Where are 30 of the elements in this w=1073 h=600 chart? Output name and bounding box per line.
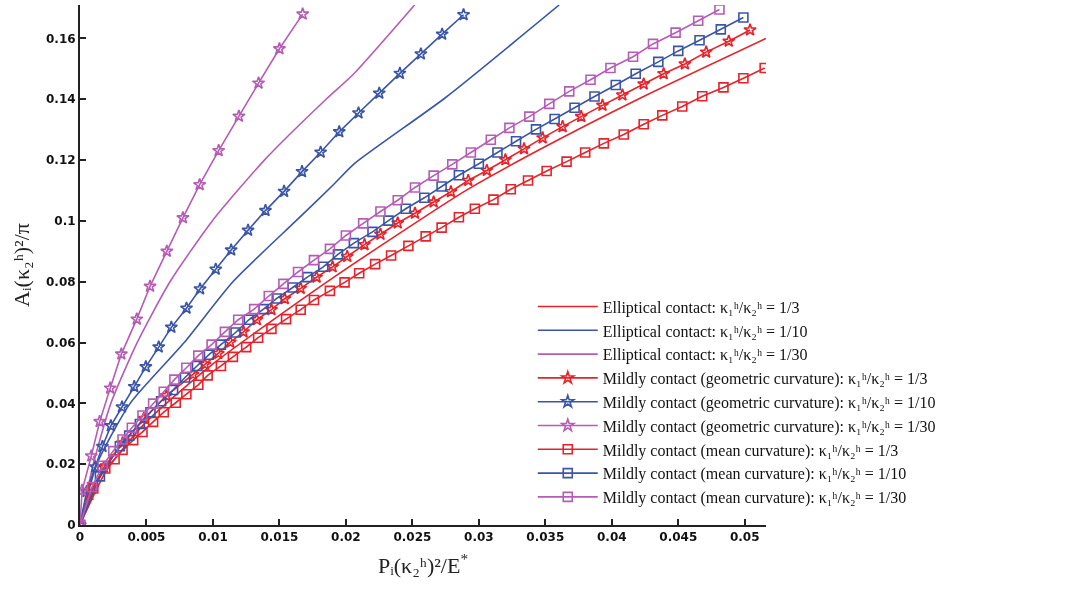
y-tick-label: 0.02 [45,457,76,472]
y-tick-label: 0.12 [45,153,76,168]
x-tick-label: 0.03 [464,530,494,545]
y-tick-label: 0.1 [54,214,76,229]
y-tick-label: 0.16 [45,31,76,46]
x-tick-label: 0.005 [127,530,166,545]
y-tick-label: 0.08 [45,274,76,289]
legend-label: Elliptical contact: κ₁ʰ/κ₂ʰ = 1/30 [602,346,808,365]
legend-label: Mildly contact (geometric curvature): κ₁ʰ/κ₂ʰ = 1/10 [602,393,936,412]
x-tick-label: 0.05 [729,530,760,545]
y-tick-label: 0.04 [45,396,76,411]
x-tick-label: 0.035 [526,530,565,545]
x-tick-label: 0.045 [659,530,698,545]
legend-label: Mildly contact (mean curvature): κ₁ʰ/κ₂ʰ = 1/3 [602,441,899,460]
x-tick-label: 0.04 [596,530,627,545]
y-tick-label: 0 [67,518,76,533]
y-tick-label: 0.06 [45,335,76,350]
x-tick-label: 0.025 [393,530,432,545]
x-axis-title: Pᵢ(κ₂ʰ)²/E$^{*}$ [377,549,469,578]
legend-label: Mildly contact (geometric curvature): κ₁ʰ/κ₂ʰ = 1/30 [602,417,936,436]
legend-label: Mildly contact (mean curvature): κ₁ʰ/κ₂ʰ = 1/10 [602,465,907,484]
y-axis-title: Aᵢ(κ₂ʰ)²/π [9,223,35,307]
y-tick-label: 0.14 [45,92,76,107]
legend-label: Mildly contact (geometric curvature): κ₁ʰ/κ₂ʰ = 1/3 [602,370,928,389]
legend-label: Mildly contact (mean curvature): κ₁ʰ/κ₂ʰ = 1/30 [602,489,907,508]
legend-label: Elliptical contact: κ₁ʰ/κ₂ʰ = 1/10 [602,322,808,341]
x-tick-label: 0.02 [331,530,361,545]
x-tick-label: 0.01 [198,530,228,545]
legend-label: Elliptical contact: κ₁ʰ/κ₂ʰ = 1/3 [602,298,800,317]
x-tick-label: 0.015 [260,530,299,545]
